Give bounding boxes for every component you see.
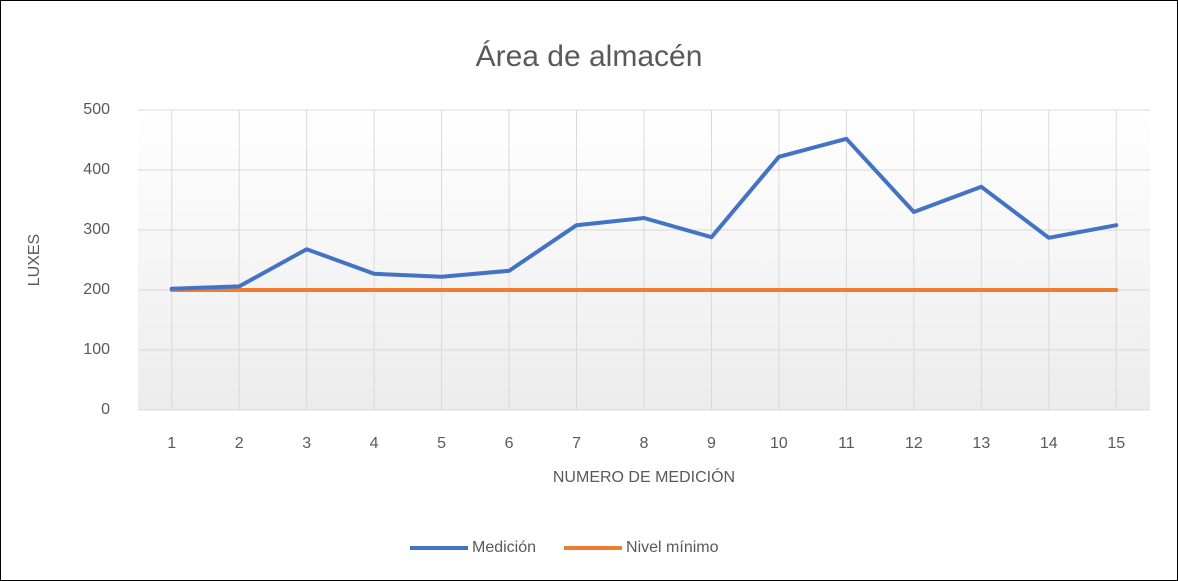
y-tick-label: 0 <box>101 401 110 418</box>
x-tick-label: 14 <box>1040 435 1058 452</box>
x-tick-label: 5 <box>437 435 446 452</box>
y-tick-label: 500 <box>83 101 110 118</box>
y-axis-label: LUXES <box>26 234 43 286</box>
x-tick-label: 9 <box>707 435 716 452</box>
y-tick-label: 200 <box>83 281 110 298</box>
x-tick-label: 3 <box>302 435 311 452</box>
x-tick-label: 7 <box>572 435 581 452</box>
x-tick-label: 13 <box>972 435 990 452</box>
chart-title: Área de almacén <box>476 40 703 73</box>
y-tick-label: 400 <box>83 161 110 178</box>
x-tick-label: 11 <box>838 435 855 452</box>
x-tick-label: 10 <box>770 435 788 452</box>
x-tick-label: 2 <box>235 435 244 452</box>
x-tick-label: 6 <box>505 435 514 452</box>
x-tick-label: 4 <box>370 435 379 452</box>
line-series <box>169 136 1119 291</box>
legend-label: Nivel mínimo <box>626 539 719 556</box>
x-tick-label: 1 <box>167 435 176 452</box>
x-tick-label: 8 <box>640 435 649 452</box>
y-tick-label: 300 <box>83 221 110 238</box>
x-axis-label: NUMERO DE MEDICIÓN <box>553 467 735 486</box>
x-tick-label: 15 <box>1107 435 1125 452</box>
legend-label: Medición <box>472 539 536 556</box>
y-tick-label: 100 <box>83 341 110 358</box>
x-tick-label: 12 <box>905 435 923 452</box>
